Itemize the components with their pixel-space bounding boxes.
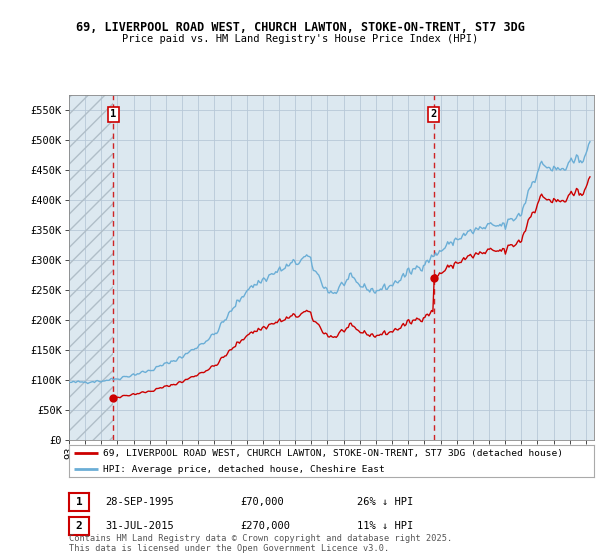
Text: HPI: Average price, detached house, Cheshire East: HPI: Average price, detached house, Ches…	[103, 464, 385, 474]
Text: 2: 2	[431, 109, 437, 119]
Text: 69, LIVERPOOL ROAD WEST, CHURCH LAWTON, STOKE-ON-TRENT, ST7 3DG (detached house): 69, LIVERPOOL ROAD WEST, CHURCH LAWTON, …	[103, 449, 563, 458]
Text: £70,000: £70,000	[240, 497, 284, 507]
Text: 1: 1	[76, 497, 83, 507]
Text: 1: 1	[110, 109, 116, 119]
Text: 11% ↓ HPI: 11% ↓ HPI	[357, 521, 413, 531]
Text: 2: 2	[76, 521, 83, 531]
Text: Contains HM Land Registry data © Crown copyright and database right 2025.
This d: Contains HM Land Registry data © Crown c…	[69, 534, 452, 553]
Text: Price paid vs. HM Land Registry's House Price Index (HPI): Price paid vs. HM Land Registry's House …	[122, 34, 478, 44]
Text: 69, LIVERPOOL ROAD WEST, CHURCH LAWTON, STOKE-ON-TRENT, ST7 3DG: 69, LIVERPOOL ROAD WEST, CHURCH LAWTON, …	[76, 21, 524, 34]
Text: 28-SEP-1995: 28-SEP-1995	[105, 497, 174, 507]
Text: £270,000: £270,000	[240, 521, 290, 531]
Text: 26% ↓ HPI: 26% ↓ HPI	[357, 497, 413, 507]
Text: 31-JUL-2015: 31-JUL-2015	[105, 521, 174, 531]
